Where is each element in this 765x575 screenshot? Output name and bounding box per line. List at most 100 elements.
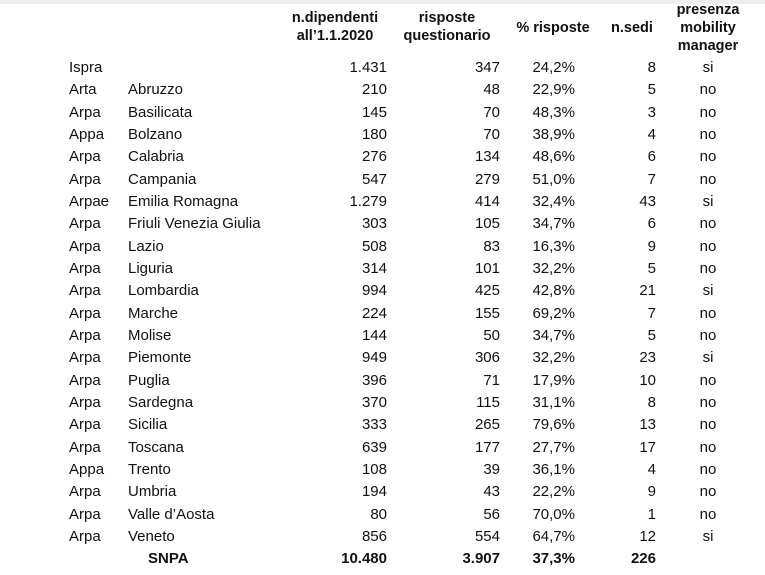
cell-ente: Arpa xyxy=(69,505,101,523)
cell-mobility: no xyxy=(699,148,717,166)
cell-mobility: no xyxy=(699,438,717,456)
header-dipendenti-line2: all’1.1.2020 xyxy=(296,28,374,44)
cell-percentuale: 70,0% xyxy=(532,505,575,523)
cell-regione: Sardegna xyxy=(128,393,194,411)
cell-sedi: 9 xyxy=(647,237,656,255)
cell-sedi: 4 xyxy=(647,125,656,143)
cell-regione: Piemonte xyxy=(128,349,192,367)
cell-dipendenti: 145 xyxy=(361,103,387,121)
cell-risposte: 105 xyxy=(474,215,500,233)
table-row: Ispra 1.431 347 24,2% 8 si xyxy=(0,57,765,79)
cell-regione: Trento xyxy=(128,460,171,478)
cell-regione: Valle d’Aosta xyxy=(128,505,215,523)
table-row: Arpa Puglia 396 71 17,9% 10 no xyxy=(0,370,765,392)
table-row: Arpa Liguria 314 101 32,2% 5 no xyxy=(0,258,765,280)
cell-mobility: si xyxy=(702,192,714,210)
cell-sedi: 5 xyxy=(647,326,656,344)
cell-risposte: 177 xyxy=(474,438,500,456)
cell-regione: Lazio xyxy=(128,237,164,255)
cell-dipendenti: 949 xyxy=(361,349,387,367)
cell-dipendenti: 108 xyxy=(361,460,387,478)
cell-mobility: no xyxy=(699,259,717,277)
cell-sedi: 43 xyxy=(639,192,656,210)
table-row: Arpa Calabria 276 134 48,6% 6 no xyxy=(0,146,765,168)
header-mobility-line1: presenza xyxy=(676,2,740,18)
cell-sedi: 10 xyxy=(639,371,656,389)
header-risposte-line1: risposte xyxy=(418,10,476,26)
cell-percentuale: 42,8% xyxy=(532,282,575,300)
cell-regione: Marche xyxy=(128,304,179,322)
cell-sedi: 6 xyxy=(647,148,656,166)
cell-sedi: 23 xyxy=(639,349,656,367)
header-risposte: risposte questionario xyxy=(392,9,502,45)
cell-dipendenti: 856 xyxy=(361,527,387,545)
cell-dipendenti: 639 xyxy=(361,438,387,456)
cell-regione: Toscana xyxy=(128,438,184,456)
cell-risposte: 71 xyxy=(483,371,500,389)
cell-percentuale: 69,2% xyxy=(532,304,575,322)
cell-mobility: si xyxy=(702,527,714,545)
cell-mobility: no xyxy=(699,326,717,344)
cell-sedi: 8 xyxy=(647,393,656,411)
cell-risposte: 101 xyxy=(474,259,500,277)
cell-sedi: 13 xyxy=(639,416,656,434)
cell-ente: Arpa xyxy=(69,393,101,411)
cell-percentuale: 34,7% xyxy=(532,215,575,233)
cell-ente: Appa xyxy=(69,460,105,478)
total-percentuale: 37,3% xyxy=(532,550,575,567)
cell-risposte: 306 xyxy=(474,349,500,367)
table-row: Arpae Emilia Romagna 1.279 414 32,4% 43 si xyxy=(0,191,765,213)
cell-risposte: 39 xyxy=(483,460,500,478)
cell-mobility: no xyxy=(699,505,717,523)
table-row: Arpa Umbria 194 43 22,2% 9 no xyxy=(0,481,765,503)
table-row: Arpa Friuli Venezia Giulia 303 105 34,7% 6 no xyxy=(0,213,765,235)
cell-regione: Campania xyxy=(128,170,197,188)
cell-ente: Arpa xyxy=(69,237,101,255)
total-sedi: 226 xyxy=(630,550,656,567)
cell-ente: Arpa xyxy=(69,527,101,545)
cell-ente: Arpa xyxy=(69,483,101,501)
cell-dipendenti: 210 xyxy=(361,81,387,99)
cell-percentuale: 22,2% xyxy=(532,483,575,501)
cell-ente: Arpa xyxy=(69,349,101,367)
header-percentuale: % risposte xyxy=(516,20,590,36)
header-mobility: presenza mobility manager xyxy=(668,1,748,55)
cell-regione: Bolzano xyxy=(128,125,183,143)
total-risposte: 3.907 xyxy=(462,550,500,567)
cell-percentuale: 38,9% xyxy=(532,125,575,143)
cell-mobility: no xyxy=(699,237,717,255)
cell-mobility: no xyxy=(699,483,717,501)
cell-ente: Arta xyxy=(69,81,97,99)
cell-mobility: si xyxy=(702,349,714,367)
cell-sedi: 4 xyxy=(647,460,656,478)
cell-percentuale: 34,7% xyxy=(532,326,575,344)
cell-regione: Puglia xyxy=(128,371,170,389)
cell-mobility: no xyxy=(699,81,717,99)
cell-regione: Abruzzo xyxy=(128,81,184,99)
cell-risposte: 70 xyxy=(483,103,500,121)
cell-mobility: no xyxy=(699,170,717,188)
cell-risposte: 48 xyxy=(483,81,500,99)
cell-regione: Umbria xyxy=(128,483,177,501)
cell-ente: Appa xyxy=(69,125,105,143)
cell-risposte: 265 xyxy=(474,416,500,434)
cell-dipendenti: 180 xyxy=(361,125,387,143)
cell-percentuale: 36,1% xyxy=(532,460,575,478)
cell-percentuale: 48,3% xyxy=(532,103,575,121)
cell-dipendenti: 508 xyxy=(361,237,387,255)
cell-regione: Sicilia xyxy=(128,416,168,434)
cell-sedi: 5 xyxy=(647,259,656,277)
cell-mobility: no xyxy=(699,125,717,143)
cell-ente: Ispra xyxy=(69,59,103,76)
cell-sedi: 12 xyxy=(639,527,656,545)
cell-percentuale: 48,6% xyxy=(532,148,575,166)
cell-dipendenti: 333 xyxy=(361,416,387,434)
cell-risposte: 56 xyxy=(483,505,500,523)
cell-mobility: si xyxy=(702,282,714,300)
cell-mobility: no xyxy=(699,416,717,434)
cell-percentuale: 24,2% xyxy=(532,59,575,76)
cell-ente: Arpa xyxy=(69,304,101,322)
cell-risposte: 70 xyxy=(483,125,500,143)
table-row: Arpa Campania 547 279 51,0% 7 no xyxy=(0,169,765,191)
cell-sedi: 3 xyxy=(647,103,656,121)
